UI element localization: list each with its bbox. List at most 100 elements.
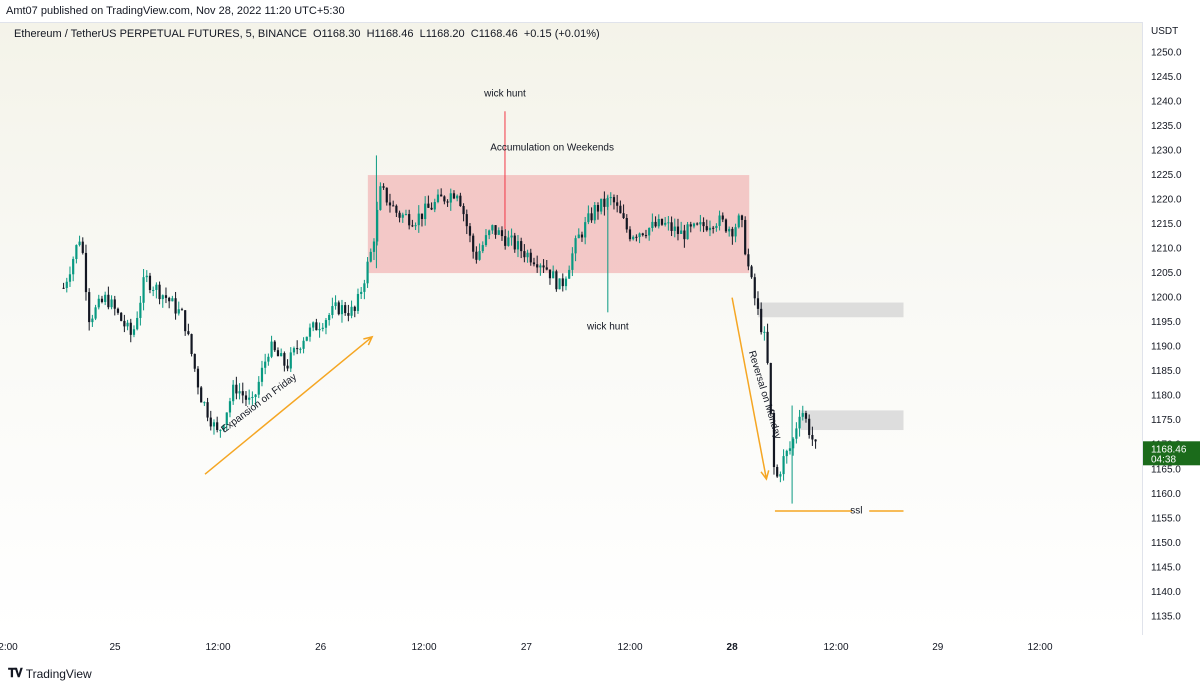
- candle-body: [628, 229, 632, 240]
- candle-body: [465, 214, 468, 227]
- price-tick-label: 1185.0: [1151, 366, 1181, 377]
- candle-body: [177, 309, 180, 314]
- candle-body: [257, 381, 260, 395]
- candlestick-chart[interactable]: wick hunt Accumulation on Weekends wick hu…: [0, 23, 1142, 636]
- symbol-info-bar: Ethereum / TetherUS PERPETUAL FUTURES, 5…: [14, 28, 600, 40]
- candle-body: [657, 218, 660, 227]
- candle-body: [555, 271, 558, 290]
- candle-body: [174, 298, 177, 314]
- candle-body: [443, 196, 446, 202]
- candle-body: [619, 205, 622, 214]
- candle-body: [660, 218, 664, 225]
- candle-body: [616, 202, 619, 206]
- candle-body: [529, 252, 532, 263]
- candle-body: [520, 241, 523, 252]
- price-axis[interactable]: 1135.0 1140.0 1145.0 1150.0 1155.0 1160.0 1165…: [1142, 22, 1200, 635]
- candle-body: [430, 207, 433, 210]
- candle-body: [296, 348, 299, 350]
- gap-box: [757, 302, 904, 318]
- candle-body: [155, 284, 158, 290]
- candle-body: [600, 198, 603, 212]
- candle-body: [808, 418, 811, 435]
- candle-body: [670, 222, 673, 231]
- candle-body: [440, 194, 443, 197]
- candle-body: [190, 334, 193, 354]
- candle-body: [683, 230, 686, 240]
- candle-body: [148, 275, 152, 291]
- symbol-name[interactable]: Ethereum / TetherUS PERPETUAL FUTURES, 5…: [14, 28, 307, 40]
- candle-body: [446, 201, 449, 203]
- price-tick-label: 1195.0: [1151, 317, 1181, 328]
- candle-body: [356, 293, 360, 311]
- candle-body: [523, 251, 526, 258]
- price-tick-label: 1250.0: [1151, 47, 1182, 58]
- candle-body: [536, 264, 539, 268]
- candle-body: [417, 213, 420, 226]
- candle-body: [395, 205, 398, 213]
- price-tick-label: 1225.0: [1151, 170, 1182, 181]
- candle-body: [116, 308, 120, 313]
- candle-body: [760, 308, 763, 333]
- candle-body: [718, 215, 721, 226]
- candle-body: [782, 456, 785, 475]
- candle-body: [232, 384, 235, 402]
- candle-body: [548, 269, 552, 279]
- candle-body: [577, 234, 580, 239]
- candle-body: [91, 318, 94, 323]
- candle-body: [801, 413, 804, 417]
- candle-body: [260, 367, 264, 382]
- candle-body: [708, 227, 712, 231]
- candle-body: [308, 327, 312, 337]
- price-tick-label: 1180.0: [1151, 391, 1181, 402]
- time-tick-label: 12:00: [823, 642, 848, 653]
- candle-body: [651, 221, 654, 229]
- candle-body: [292, 348, 296, 353]
- published-caption: Amt07 published on TradingView.com, Nov …: [6, 5, 345, 17]
- chart-pane[interactable]: wick hunt Accumulation on Weekends wick hu…: [0, 22, 1142, 637]
- time-tick-label: 2:00: [0, 642, 18, 653]
- candle-body: [107, 294, 110, 308]
- candle-body: [788, 448, 792, 451]
- candle-body: [392, 205, 395, 207]
- candle-body: [171, 298, 174, 302]
- candle-body: [168, 297, 171, 302]
- candle-body: [456, 195, 459, 199]
- candle-body: [673, 226, 676, 231]
- time-tick-label: 28: [727, 642, 739, 653]
- candle-body: [142, 277, 145, 303]
- annotation-label: Reversal on Monday: [746, 350, 783, 441]
- candle-body: [222, 425, 225, 430]
- candle-body: [478, 251, 481, 260]
- price-tick-label: 1165.0: [1151, 464, 1181, 475]
- candle-body: [126, 322, 129, 327]
- candle-body: [712, 227, 715, 229]
- candle-body: [680, 230, 683, 234]
- candle-body: [475, 251, 478, 260]
- annotation-label: ssl: [850, 505, 862, 516]
- candle-body: [216, 422, 219, 430]
- candle-body: [814, 439, 817, 442]
- time-tick-label: 25: [109, 642, 121, 653]
- time-axis[interactable]: 2:00 25 12:00 26 12:00 27 12:00 28 12:00 29 12:00: [0, 636, 1142, 658]
- candle-body: [241, 391, 244, 396]
- candle-body: [574, 238, 577, 254]
- candle-body: [638, 233, 641, 238]
- candle-body: [769, 362, 772, 414]
- candle-body: [689, 224, 692, 227]
- candle-body: [676, 226, 680, 234]
- ohlc-close: C1168.46: [470, 28, 518, 40]
- tradingview-logo[interactable]: 𝐓𝐕 TradingView: [8, 666, 92, 681]
- annotation-label: Accumulation on Weekends: [490, 143, 614, 154]
- candle-body: [353, 306, 356, 311]
- candle-body: [206, 402, 209, 418]
- price-tick-label: 1245.0: [1151, 72, 1182, 83]
- candle-body: [507, 237, 510, 246]
- candle-body: [68, 274, 72, 282]
- candle-body: [62, 287, 65, 289]
- candle-body: [219, 429, 222, 431]
- candle-body: [110, 299, 113, 308]
- price-tick-label: 1190.0: [1151, 342, 1181, 353]
- candle-body: [209, 417, 212, 427]
- candle-body: [65, 281, 68, 288]
- candle-body: [196, 368, 200, 388]
